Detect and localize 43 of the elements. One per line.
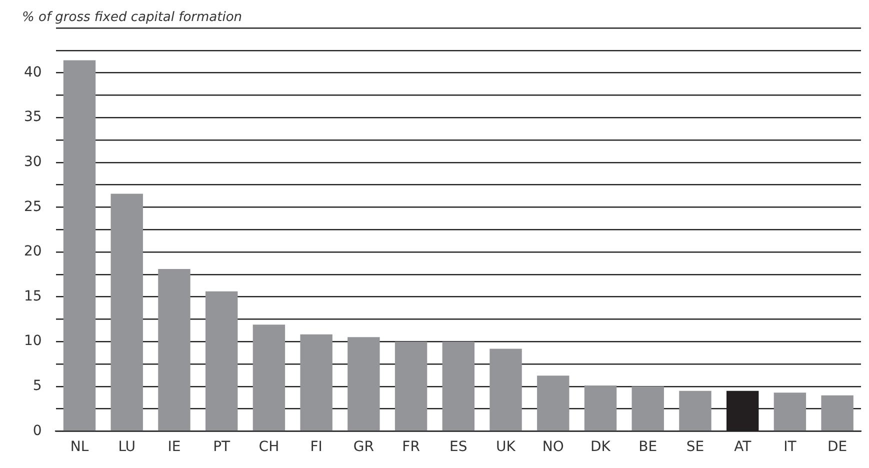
- bar: [252, 324, 286, 431]
- x-tick-label: CH: [258, 439, 280, 456]
- bar: [110, 194, 143, 431]
- bar: [205, 291, 238, 431]
- x-tick-label: AT: [734, 439, 752, 456]
- bar: [300, 334, 332, 431]
- y-tick-label: 25: [24, 198, 42, 215]
- y-tick-label: 35: [24, 109, 42, 126]
- y-tick-label: 10: [24, 333, 42, 350]
- bar: [774, 392, 806, 431]
- x-tick-label: DK: [590, 439, 612, 456]
- y-tick-label: 0: [32, 422, 42, 439]
- bar: [394, 342, 428, 431]
- y-tick-label: 15: [24, 288, 42, 304]
- x-tick-label: UK: [496, 439, 516, 456]
- bar: [679, 390, 712, 431]
- y-tick-label: 40: [24, 64, 42, 80]
- x-tick-label: SE: [686, 439, 704, 456]
- bar: [63, 60, 96, 431]
- x-tick-label: BE: [638, 439, 658, 456]
- bar: [584, 386, 617, 431]
- y-tick-label: 5: [32, 378, 42, 394]
- bar: [537, 376, 570, 431]
- x-tick-label: GR: [353, 439, 374, 456]
- x-tick-label: NO: [542, 439, 564, 456]
- x-tick-label: LU: [118, 439, 136, 456]
- bar: [490, 348, 522, 431]
- x-tick-label: FI: [310, 439, 322, 456]
- x-tick-label: DE: [828, 439, 848, 456]
- bar: [158, 269, 190, 431]
- x-tick-label: ES: [450, 439, 468, 456]
- bar: [348, 337, 380, 431]
- x-tick-label: IT: [784, 439, 797, 456]
- y-tick-label: 30: [24, 154, 42, 170]
- y-axis-title: % of gross fixed capital formation: [22, 10, 242, 25]
- x-tick-label: FR: [402, 439, 420, 456]
- y-tick-label: 20: [24, 244, 42, 260]
- x-tick-label: NL: [70, 439, 89, 456]
- x-tick-label: PT: [213, 439, 231, 456]
- bar: [632, 386, 664, 431]
- x-tick-label: IE: [168, 439, 181, 456]
- bar: [821, 395, 854, 431]
- bar: [442, 342, 475, 431]
